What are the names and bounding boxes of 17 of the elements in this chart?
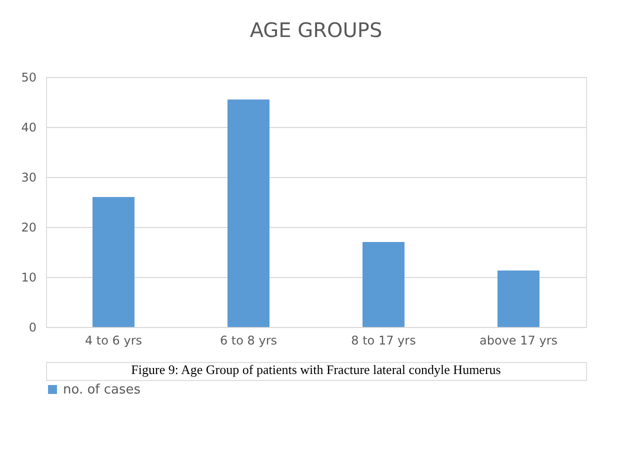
- x-tick-label: above 17 yrs: [480, 334, 558, 348]
- caption: Figure 9: Age Group of patients with Fracture lateral condyle Humerus: [131, 362, 501, 377]
- y-tick-label: 50: [21, 70, 36, 84]
- bar: [362, 242, 404, 327]
- x-tick-label: 4 to 6 yrs: [84, 334, 142, 348]
- x-tick-label: 6 to 8 yrs: [220, 334, 278, 348]
- y-tick-label: 30: [21, 170, 36, 184]
- x-tick-label: 8 to 17 yrs: [351, 334, 416, 348]
- chart-title: AGE GROUPS: [250, 18, 382, 42]
- y-tick-label: 20: [21, 220, 36, 234]
- bar: [228, 100, 270, 327]
- y-tick-label: 10: [21, 270, 36, 284]
- legend-label: no. of cases: [63, 382, 141, 398]
- bar: [92, 197, 134, 327]
- y-tick-label: 0: [28, 320, 36, 334]
- y-tick-label: 40: [21, 120, 36, 134]
- bar: [498, 270, 540, 327]
